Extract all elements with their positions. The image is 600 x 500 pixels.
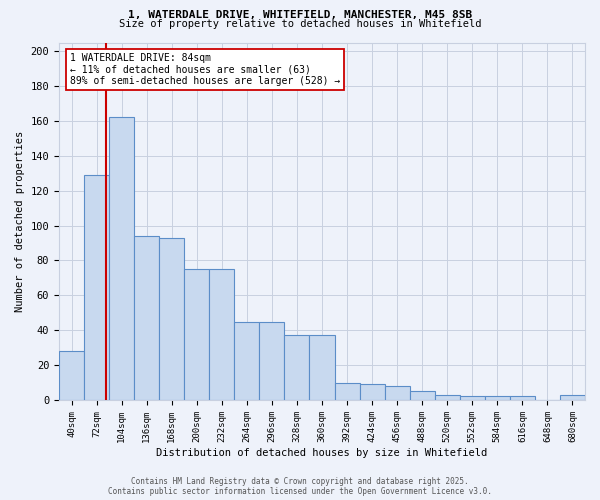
Bar — [184, 269, 209, 400]
Bar — [335, 382, 359, 400]
Text: Contains HM Land Registry data © Crown copyright and database right 2025.
Contai: Contains HM Land Registry data © Crown c… — [108, 476, 492, 496]
Bar — [485, 396, 510, 400]
Bar — [259, 322, 284, 400]
Bar — [109, 118, 134, 400]
Bar — [284, 336, 310, 400]
Text: 1 WATERDALE DRIVE: 84sqm
← 11% of detached houses are smaller (63)
89% of semi-d: 1 WATERDALE DRIVE: 84sqm ← 11% of detach… — [70, 53, 340, 86]
Bar — [560, 394, 585, 400]
Bar — [510, 396, 535, 400]
Bar — [84, 175, 109, 400]
Bar — [134, 236, 159, 400]
Bar — [235, 322, 259, 400]
Bar — [359, 384, 385, 400]
Bar — [435, 394, 460, 400]
X-axis label: Distribution of detached houses by size in Whitefield: Distribution of detached houses by size … — [157, 448, 488, 458]
Y-axis label: Number of detached properties: Number of detached properties — [15, 130, 25, 312]
Bar — [59, 351, 84, 400]
Bar — [460, 396, 485, 400]
Bar — [385, 386, 410, 400]
Bar — [159, 238, 184, 400]
Text: Size of property relative to detached houses in Whitefield: Size of property relative to detached ho… — [119, 19, 481, 29]
Bar — [209, 269, 235, 400]
Bar — [310, 336, 335, 400]
Text: 1, WATERDALE DRIVE, WHITEFIELD, MANCHESTER, M45 8SB: 1, WATERDALE DRIVE, WHITEFIELD, MANCHEST… — [128, 10, 472, 20]
Bar — [410, 392, 435, 400]
